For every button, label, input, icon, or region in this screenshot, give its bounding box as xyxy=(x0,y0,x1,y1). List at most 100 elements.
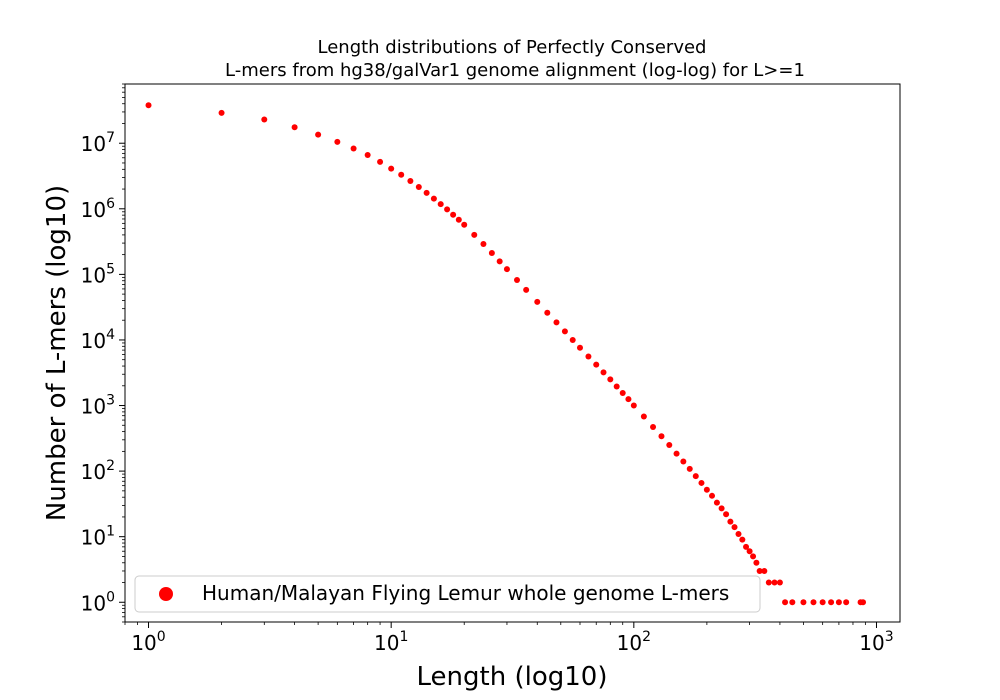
data-point xyxy=(723,511,730,518)
data-point xyxy=(488,249,495,256)
data-point xyxy=(585,353,592,360)
data-point xyxy=(640,413,647,420)
data-point xyxy=(569,336,576,343)
data-point xyxy=(630,402,637,409)
data-point xyxy=(709,492,716,499)
data-point xyxy=(750,553,757,560)
data-point xyxy=(756,567,763,574)
data-point xyxy=(625,396,632,403)
data-point xyxy=(480,241,487,248)
data-point xyxy=(703,486,710,493)
data-point xyxy=(145,102,152,109)
y-axis-label: Number of L-mers (log10) xyxy=(42,185,72,521)
data-point xyxy=(658,433,665,440)
axis-ticks: 100 101 102 103 100 101 102 103 104 105 106 107 xyxy=(81,83,894,655)
y-tick-label: 104 xyxy=(81,327,115,353)
y-tick-label: 107 xyxy=(81,130,115,156)
plot-frame xyxy=(124,83,901,623)
x-tick-label: 100 xyxy=(131,629,165,655)
x-axis-label: Length (log10) xyxy=(417,662,608,692)
y-tick-label: 106 xyxy=(81,196,115,222)
data-point xyxy=(496,258,503,265)
data-point xyxy=(673,450,680,457)
data-point xyxy=(415,183,422,190)
data-point xyxy=(350,145,357,152)
legend: Human/Malayan Flying Lemur whole genome … xyxy=(134,575,761,613)
y-tick-label: 105 xyxy=(81,261,115,287)
data-point xyxy=(600,369,607,376)
data-point xyxy=(423,189,430,196)
data-point xyxy=(513,277,520,284)
data-point xyxy=(561,328,568,335)
data-point xyxy=(576,344,583,351)
y-tick-label: 102 xyxy=(81,458,115,484)
chart-title-line-2: L-mers from hg38/galVar1 genome alignmen… xyxy=(225,60,805,81)
data-point xyxy=(753,559,760,566)
chart-title-line-1: Length distributions of Perfectly Conser… xyxy=(318,37,707,58)
legend-label: Human/Malayan Flying Lemur whole genome … xyxy=(202,581,729,605)
data-point xyxy=(650,424,657,431)
x-tick-label: 101 xyxy=(374,629,408,655)
data-point xyxy=(461,221,468,228)
legend-marker xyxy=(159,587,173,601)
x-tick-label: 103 xyxy=(859,629,893,655)
data-point xyxy=(739,536,746,543)
data-points xyxy=(145,102,867,606)
data-point xyxy=(450,211,457,218)
data-point xyxy=(437,201,444,208)
data-point xyxy=(735,530,742,537)
data-point xyxy=(619,390,626,397)
data-point xyxy=(776,579,783,586)
data-point xyxy=(444,206,451,213)
data-point xyxy=(261,116,268,123)
data-point xyxy=(398,171,405,178)
data-point xyxy=(334,138,341,145)
data-point xyxy=(746,548,753,555)
data-point xyxy=(407,178,414,185)
data-point xyxy=(828,599,835,606)
data-point xyxy=(860,599,867,606)
data-point xyxy=(782,599,789,606)
data-point xyxy=(727,518,734,525)
data-point xyxy=(743,543,750,550)
data-point xyxy=(761,567,768,574)
data-point xyxy=(544,309,551,316)
data-point xyxy=(534,298,541,305)
data-point xyxy=(315,131,322,138)
data-point xyxy=(503,266,510,273)
data-point xyxy=(731,524,738,531)
data-point xyxy=(771,579,778,586)
data-point xyxy=(698,479,705,486)
data-point xyxy=(666,442,673,449)
data-point xyxy=(835,599,842,606)
data-point xyxy=(607,376,614,383)
data-point xyxy=(291,124,298,131)
legend-box xyxy=(134,575,761,613)
data-point xyxy=(613,383,620,390)
data-point xyxy=(455,216,462,223)
data-point xyxy=(553,319,560,326)
data-point xyxy=(692,473,699,480)
y-tick-label: 101 xyxy=(81,524,115,550)
data-point xyxy=(523,286,530,293)
x-tick-label: 102 xyxy=(617,629,651,655)
data-point xyxy=(686,465,693,472)
data-point xyxy=(789,599,796,606)
data-point xyxy=(713,499,720,506)
data-point xyxy=(430,195,437,202)
data-point xyxy=(765,579,772,586)
data-point xyxy=(593,361,600,368)
data-point xyxy=(218,109,225,116)
data-point xyxy=(718,505,725,512)
data-point xyxy=(377,158,384,165)
data-point xyxy=(364,152,371,159)
y-tick-label: 100 xyxy=(81,589,115,615)
data-point xyxy=(819,599,826,606)
data-point xyxy=(471,231,478,238)
data-point xyxy=(810,599,817,606)
data-point xyxy=(800,599,807,606)
data-point xyxy=(843,599,850,606)
y-tick-label: 103 xyxy=(81,393,115,419)
data-point xyxy=(388,165,395,172)
